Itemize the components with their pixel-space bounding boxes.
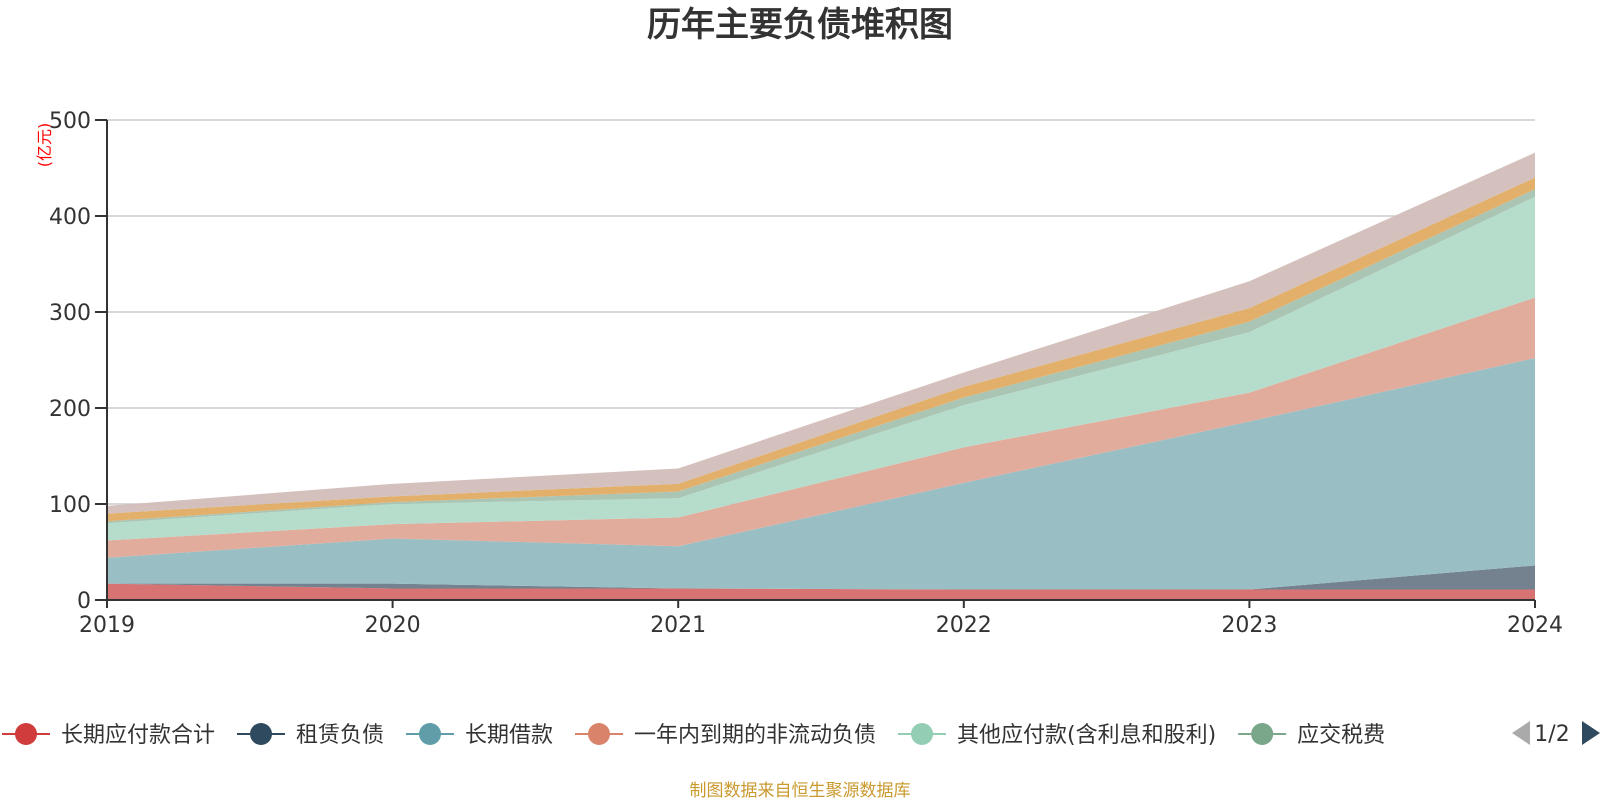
- legend-label: 长期应付款合计: [61, 723, 215, 748]
- legend-marker-icon: [419, 723, 442, 745]
- legend-marker-icon: [588, 723, 611, 745]
- footer-source: 制图数据来自恒生聚源数据库: [690, 781, 911, 800]
- legend-page-indicator: 1/2: [1534, 722, 1569, 747]
- x-tick-label: 2019: [79, 613, 135, 638]
- y-tick-label: 300: [49, 301, 91, 326]
- legend-item-2[interactable]: 租赁负债: [237, 723, 384, 748]
- legend-marker-icon: [1251, 723, 1274, 745]
- legend-item-5[interactable]: 其他应付款(含利息和股利): [898, 723, 1216, 748]
- area-5: [107, 196, 1535, 541]
- area-4: [107, 297, 1535, 558]
- area-1: [107, 583, 1535, 600]
- legend-label: 一年内到期的非流动负债: [634, 723, 876, 748]
- x-tick-label: 2024: [1507, 613, 1563, 638]
- legend-item-6[interactable]: 应交税费: [1238, 723, 1385, 748]
- legend-pager: 1/2: [1512, 721, 1600, 747]
- legend-label: 租赁负债: [296, 723, 384, 748]
- legend-next-icon[interactable]: [1582, 721, 1600, 745]
- legend-label: 长期借款: [465, 723, 553, 748]
- legend-marker-icon: [250, 723, 273, 745]
- x-tick-label: 2022: [936, 613, 992, 638]
- y-tick-label: 500: [49, 109, 91, 134]
- legend-marker-icon: [911, 723, 934, 745]
- chart-title: 历年主要负债堆积图: [647, 5, 953, 45]
- legend: 长期应付款合计 租赁负债 长期借款 一年内到期的非流动负债 其他应付款(含利息和股利) 应…: [2, 723, 1385, 748]
- unit-label: (亿元): [35, 123, 54, 168]
- x-tick-label: 2021: [650, 613, 706, 638]
- legend-prev-icon[interactable]: [1512, 721, 1530, 745]
- legend-label: 其他应付款(含利息和股利): [957, 723, 1216, 748]
- area-2: [107, 565, 1535, 590]
- area-series: [107, 152, 1535, 600]
- y-tick-label: 0: [77, 589, 91, 614]
- y-tick-label: 200: [49, 397, 91, 422]
- legend-label: 应交税费: [1297, 723, 1385, 748]
- x-tick-label: 2020: [365, 613, 421, 638]
- legend-item-4[interactable]: 一年内到期的非流动负债: [575, 723, 876, 748]
- legend-item-1[interactable]: 长期应付款合计: [2, 723, 215, 748]
- y-tick-label: 400: [49, 205, 91, 230]
- y-tick-label: 100: [49, 493, 91, 518]
- legend-item-3[interactable]: 长期借款: [406, 723, 553, 748]
- area-3: [107, 358, 1535, 590]
- legend-marker-icon: [15, 723, 37, 745]
- axes: 0 100 200 300 400 500 2019 2020 2021 2022 2023 2024: [49, 109, 1563, 638]
- x-tick-label: 2023: [1221, 613, 1277, 638]
